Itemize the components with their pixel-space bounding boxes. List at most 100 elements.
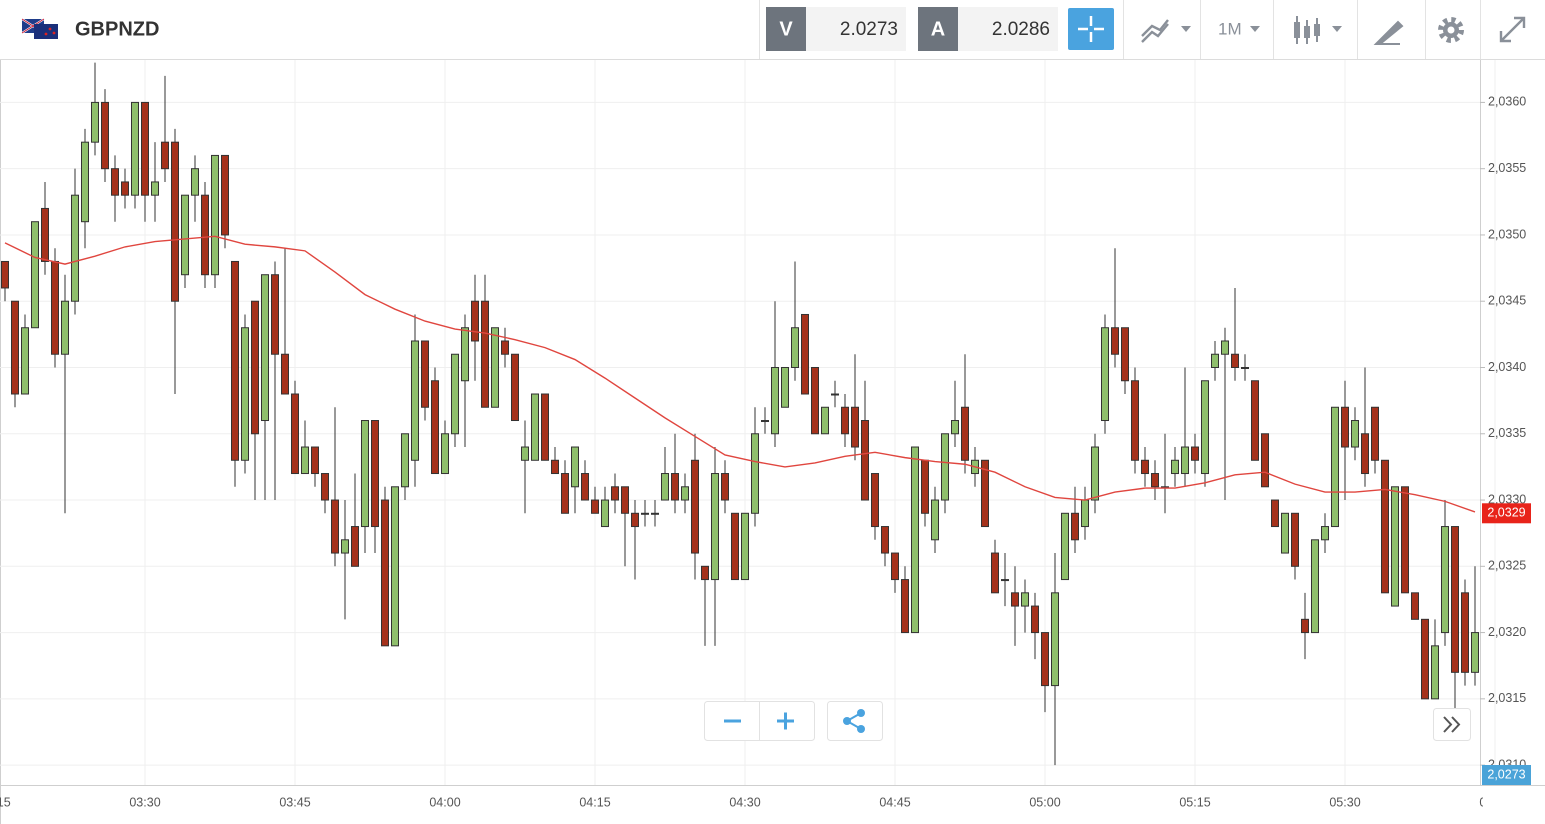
sell-price-box — [806, 7, 906, 51]
candle-body — [61, 300, 69, 355]
candle-body — [311, 446, 319, 475]
last-price-label: 2,0329 — [1487, 506, 1525, 520]
candle-style-button[interactable] — [1294, 16, 1342, 44]
candle-body — [541, 393, 549, 461]
y-tick-label: 2,0345 — [1488, 294, 1526, 308]
candle-body — [651, 512, 659, 515]
x-tick-label: 03:15 — [0, 795, 11, 809]
candle-body — [1381, 459, 1389, 594]
share[interactable] — [843, 709, 865, 733]
candle-body — [1281, 512, 1289, 554]
candle-body — [151, 181, 159, 196]
toolbar: GBPNZD V 2.0273 A 2.0286 1M — [0, 0, 1545, 60]
candle-body — [1151, 473, 1159, 488]
candle-body — [1091, 446, 1099, 501]
y-tick-label: 2,0315 — [1488, 691, 1526, 705]
candle-body — [341, 539, 349, 554]
candle-body — [791, 327, 799, 368]
candle-body — [721, 473, 729, 501]
candle-body — [331, 499, 339, 554]
candle-body — [811, 366, 819, 435]
candle-body — [431, 380, 439, 475]
candle-body — [141, 101, 149, 196]
candle-body — [1141, 459, 1149, 475]
candle-body — [1371, 406, 1379, 461]
candle-body — [81, 141, 89, 223]
candle-body — [351, 526, 359, 567]
candle-body — [1111, 327, 1119, 355]
candle-body — [441, 433, 449, 475]
candle-body — [701, 565, 709, 581]
draw-button[interactable] — [1373, 20, 1404, 45]
timeframe[interactable]: 1M — [1218, 19, 1242, 38]
candle-body — [1131, 380, 1139, 461]
candle-body — [1101, 327, 1109, 422]
x-tick-label: 04:15 — [579, 795, 610, 809]
candle-body — [241, 327, 249, 461]
candle-body — [1331, 406, 1339, 528]
candle-body — [1071, 512, 1079, 541]
expand-button[interactable] — [1499, 16, 1526, 43]
candle-body — [881, 526, 889, 554]
sell-label: V — [779, 18, 793, 40]
settings-button[interactable] — [1438, 17, 1464, 43]
candle-body — [491, 327, 499, 408]
candle-body — [1231, 353, 1239, 368]
y-tick-label: 2,0320 — [1488, 625, 1526, 639]
candle-body — [131, 101, 139, 196]
timeframe-caret — [1250, 26, 1260, 32]
candle-body — [1341, 406, 1349, 448]
candle-body — [621, 486, 629, 514]
crosshair-button[interactable] — [1068, 8, 1114, 50]
candle-body — [461, 327, 469, 382]
candle-body — [1411, 592, 1419, 620]
candle-body — [301, 446, 309, 475]
candle-body — [1361, 433, 1369, 475]
candle-body — [961, 406, 969, 461]
candle-body — [291, 393, 299, 475]
candle-body — [671, 473, 679, 501]
candle-body — [11, 300, 19, 395]
y-tick-label: 2,0360 — [1488, 95, 1526, 109]
candle-body — [531, 393, 539, 461]
candle-body — [211, 154, 219, 276]
zoom-controls — [704, 701, 1471, 741]
candle-body — [591, 499, 599, 514]
candle-body — [1301, 618, 1309, 634]
sell-button[interactable] — [766, 7, 806, 51]
candle-body — [1451, 526, 1459, 673]
candle-body — [1251, 380, 1259, 461]
candle-body — [1401, 486, 1409, 594]
x-tick-label: 05:00 — [1029, 795, 1060, 809]
candle-body — [121, 181, 129, 196]
candle-body — [391, 486, 399, 647]
candle-body — [361, 420, 369, 528]
crosshair-icon — [1078, 16, 1104, 42]
candle-body — [1421, 618, 1429, 700]
candle-body — [381, 499, 389, 647]
sell-price: 2.0273 — [840, 19, 898, 40]
candle-body — [861, 420, 869, 501]
candle-body — [521, 446, 529, 461]
candle-body — [1181, 446, 1189, 475]
candle-body — [1171, 459, 1179, 475]
candle-body — [1351, 420, 1359, 448]
candle-body — [1191, 446, 1199, 461]
candle-body — [921, 459, 929, 514]
candle-body — [191, 168, 199, 196]
buy-button[interactable] — [918, 7, 958, 51]
candle-body — [1061, 512, 1069, 581]
candle-body — [411, 340, 419, 461]
candle-body — [51, 260, 59, 355]
candle-body — [421, 340, 429, 408]
zoom-in[interactable] — [777, 712, 794, 730]
candle-body — [481, 300, 489, 408]
candle-body — [901, 579, 909, 634]
candle-body — [561, 473, 569, 514]
candle-body — [731, 512, 739, 581]
candle-body — [1441, 526, 1449, 634]
chart-type-button[interactable] — [1141, 19, 1191, 43]
candle-body — [741, 512, 749, 581]
candle-body — [751, 433, 759, 514]
